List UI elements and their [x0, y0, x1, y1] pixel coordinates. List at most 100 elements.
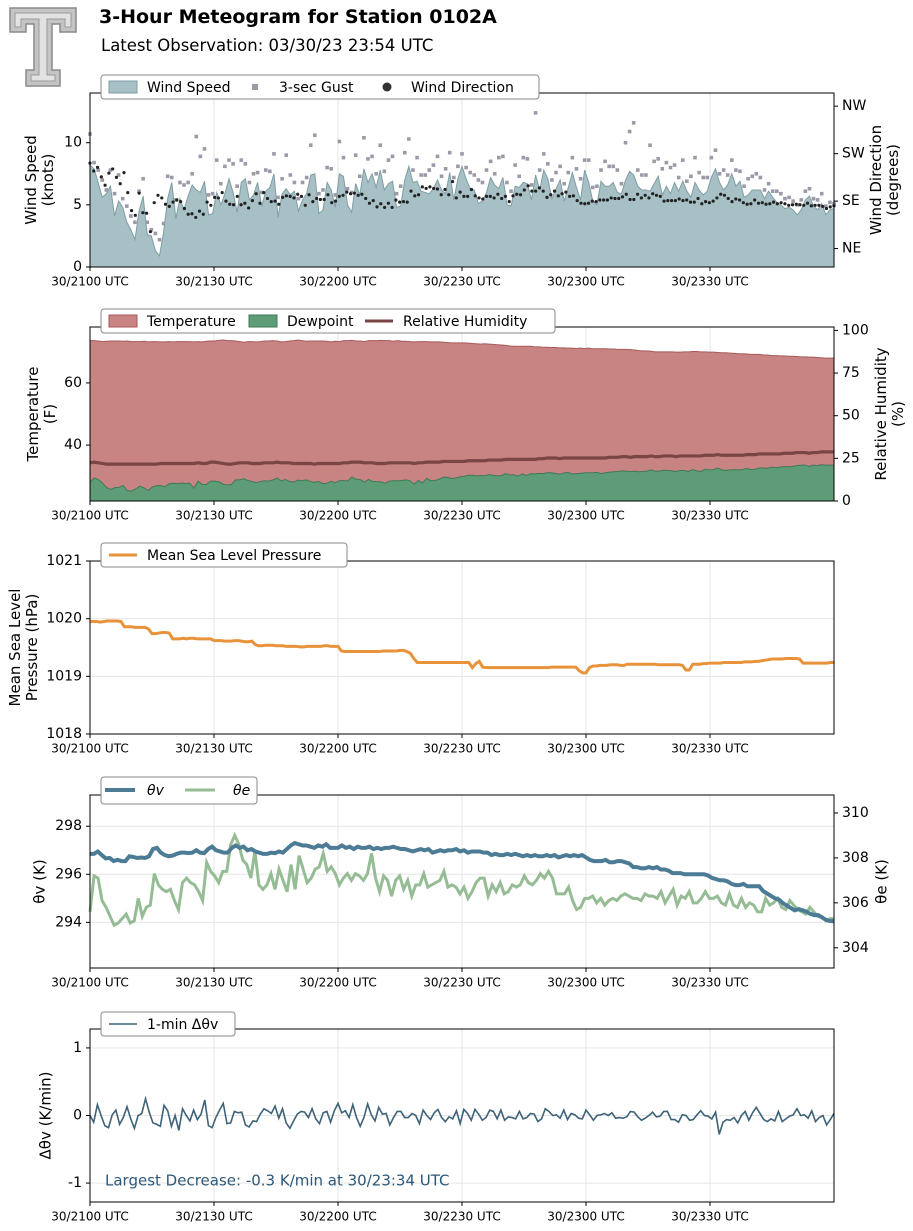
theta-e-axis-tick-label: 304	[842, 940, 869, 956]
gust-marker	[578, 176, 583, 181]
direction-dot	[741, 201, 745, 205]
direction-dot	[103, 183, 107, 187]
direction-dot	[137, 191, 141, 195]
gust-marker	[223, 164, 227, 169]
direction-dot	[375, 205, 379, 209]
gust-marker	[255, 170, 260, 175]
gust-marker	[815, 198, 820, 202]
gust-marker	[746, 176, 750, 181]
y-tick-label: 0	[73, 259, 82, 275]
gust-marker	[603, 159, 607, 164]
gust-marker	[656, 157, 661, 161]
x-tick-label: 30/2300 UTC	[547, 742, 624, 756]
gust-marker	[709, 155, 714, 160]
direction-dot	[333, 199, 338, 203]
gust-marker	[811, 196, 816, 201]
direction-dot	[620, 195, 625, 199]
x-tick-label: 30/2100 UTC	[51, 509, 128, 523]
gust-marker	[108, 168, 113, 172]
y-tick-label: 0	[73, 1108, 82, 1124]
direction-dot	[692, 200, 696, 204]
direction-dot	[636, 192, 640, 196]
gust-marker	[120, 196, 125, 201]
gust-marker	[116, 173, 121, 177]
gust-marker	[558, 164, 562, 169]
thermo-legend: Temperature Dewpoint Relative Humidity	[100, 308, 556, 334]
direction-dot	[409, 189, 413, 193]
gust-marker	[599, 168, 603, 172]
gust-marker	[382, 169, 387, 174]
direction-dot	[700, 202, 704, 206]
legend-swatch	[108, 314, 138, 328]
direction-dot	[175, 198, 179, 202]
direction-dot	[277, 202, 281, 206]
direction-dot	[254, 192, 258, 196]
gust-marker	[828, 200, 832, 205]
x-tick-label: 30/2130 UTC	[175, 976, 252, 990]
direction-dot	[484, 194, 489, 198]
gust-marker	[787, 195, 791, 200]
direction-dot	[805, 201, 810, 205]
gust-marker	[607, 164, 611, 169]
x-tick-label: 30/2100 UTC	[51, 976, 128, 990]
direction-axis-tick-label: SE	[842, 193, 860, 209]
wind-legend: Wind Speed 3-sec Gust Wind Direction	[100, 74, 540, 100]
y-tick-label: 60	[64, 375, 82, 391]
gust-marker	[358, 174, 362, 179]
gust-marker	[464, 165, 468, 170]
gust-marker	[648, 143, 652, 147]
direction-dot	[481, 197, 485, 201]
direction-dot	[356, 193, 360, 197]
gust-marker	[738, 169, 742, 174]
gust-marker	[296, 196, 301, 201]
gust-marker	[550, 178, 554, 182]
gust-marker	[680, 158, 685, 162]
gust-marker	[779, 191, 783, 196]
direction-dot	[685, 198, 689, 202]
direction-dot	[179, 200, 183, 204]
theta-e-axis-tick-label: 310	[842, 805, 869, 821]
legend-label: Relative Humidity	[403, 314, 527, 330]
direction-dot	[303, 203, 307, 207]
direction-dot	[496, 192, 500, 196]
gust-marker	[546, 162, 550, 166]
gust-marker	[161, 221, 166, 226]
gust-marker	[476, 178, 481, 182]
direction-dot	[367, 201, 372, 205]
direction-dot	[794, 202, 798, 206]
direction-dot	[224, 199, 228, 203]
gust-marker	[689, 174, 693, 179]
x-tick-label: 30/2200 UTC	[299, 509, 376, 523]
direction-dot	[756, 201, 761, 205]
direction-dot	[624, 192, 628, 196]
x-tick-label: 30/2100 UTC	[51, 275, 128, 289]
direction-dot	[182, 206, 187, 211]
gust-marker	[435, 154, 440, 159]
gust-marker	[411, 168, 415, 172]
gust-marker	[611, 164, 616, 169]
direction-dot	[186, 212, 190, 216]
direction-dot	[394, 198, 398, 202]
legend-label: 3-sec Gust	[279, 80, 354, 96]
direction-dot	[651, 192, 655, 196]
page-title: 3-Hour Meteogram for Station 0102A	[99, 6, 497, 28]
gust-marker	[333, 193, 338, 197]
x-tick-label: 30/2130 UTC	[175, 509, 252, 523]
gust-marker	[137, 189, 141, 193]
direction-dot	[307, 193, 311, 197]
direction-dot	[314, 196, 319, 201]
legend-box	[100, 542, 348, 568]
direction-dot	[122, 171, 126, 175]
direction-dot	[609, 196, 613, 200]
wind-speed-area	[89, 163, 835, 268]
gust-marker	[644, 173, 648, 177]
gust-marker	[697, 170, 701, 175]
direction-dot	[450, 179, 455, 184]
direction-dot	[201, 212, 205, 216]
direction-dot	[231, 203, 236, 207]
direction-dot	[348, 192, 353, 196]
gust-marker	[415, 155, 419, 160]
direction-dot	[213, 195, 217, 199]
gust-marker	[758, 175, 763, 180]
x-tick-label: 30/2200 UTC	[299, 275, 376, 289]
